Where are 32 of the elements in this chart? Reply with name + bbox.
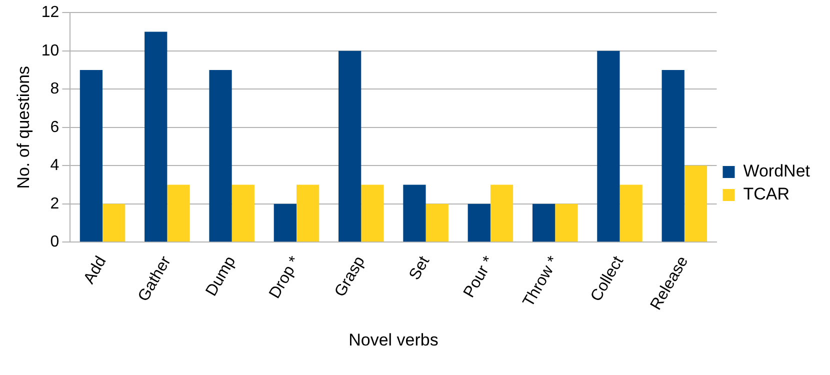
bar — [144, 32, 168, 242]
bar — [232, 184, 254, 242]
y-tick-label: 0 — [50, 234, 60, 251]
x-axis-title: Novel verbs — [348, 330, 438, 350]
bar — [102, 204, 126, 242]
y-tick-label: 4 — [50, 157, 60, 174]
bar — [490, 184, 514, 242]
bar — [209, 70, 232, 242]
bar — [403, 184, 426, 242]
bar — [167, 184, 190, 242]
bar — [274, 204, 296, 242]
y-tick-label: 6 — [50, 118, 60, 136]
y-tick-label: 8 — [50, 80, 60, 98]
bar — [361, 184, 384, 242]
bar — [80, 70, 103, 242]
bar — [597, 50, 620, 242]
bar — [555, 204, 578, 242]
bar — [296, 184, 320, 242]
bar — [338, 50, 362, 242]
bar — [426, 204, 448, 242]
bar — [468, 204, 490, 242]
bar — [662, 70, 684, 242]
y-tick-label: 10 — [41, 42, 60, 60]
legend-label: WordNet — [743, 162, 810, 181]
legend-label: TCAR — [743, 184, 790, 204]
x-tick-label: Set — [406, 253, 434, 283]
y-tick-label: 12 — [41, 4, 60, 22]
bar — [532, 204, 556, 242]
bar — [620, 184, 642, 242]
y-axis-title: No. of questions — [14, 66, 33, 189]
bar — [684, 166, 708, 242]
y-tick-label: 2 — [50, 195, 60, 212]
